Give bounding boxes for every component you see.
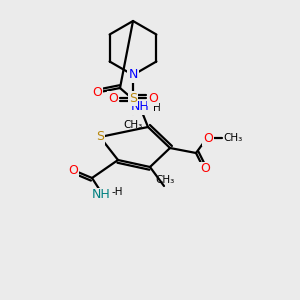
Text: S: S (96, 130, 104, 143)
Text: O: O (203, 131, 213, 145)
Text: O: O (92, 85, 102, 98)
Text: O: O (108, 92, 118, 104)
Text: NH: NH (130, 100, 149, 113)
Text: S: S (129, 92, 137, 104)
Text: CH₃: CH₃ (123, 120, 142, 130)
Text: -H: -H (112, 187, 124, 197)
Text: N: N (128, 68, 138, 82)
Text: H: H (153, 103, 161, 113)
Text: CH₃: CH₃ (155, 175, 175, 185)
Text: NH: NH (92, 188, 110, 202)
Text: O: O (200, 163, 210, 176)
Text: CH₃: CH₃ (223, 133, 242, 143)
Text: O: O (148, 92, 158, 104)
Text: O: O (68, 164, 78, 176)
